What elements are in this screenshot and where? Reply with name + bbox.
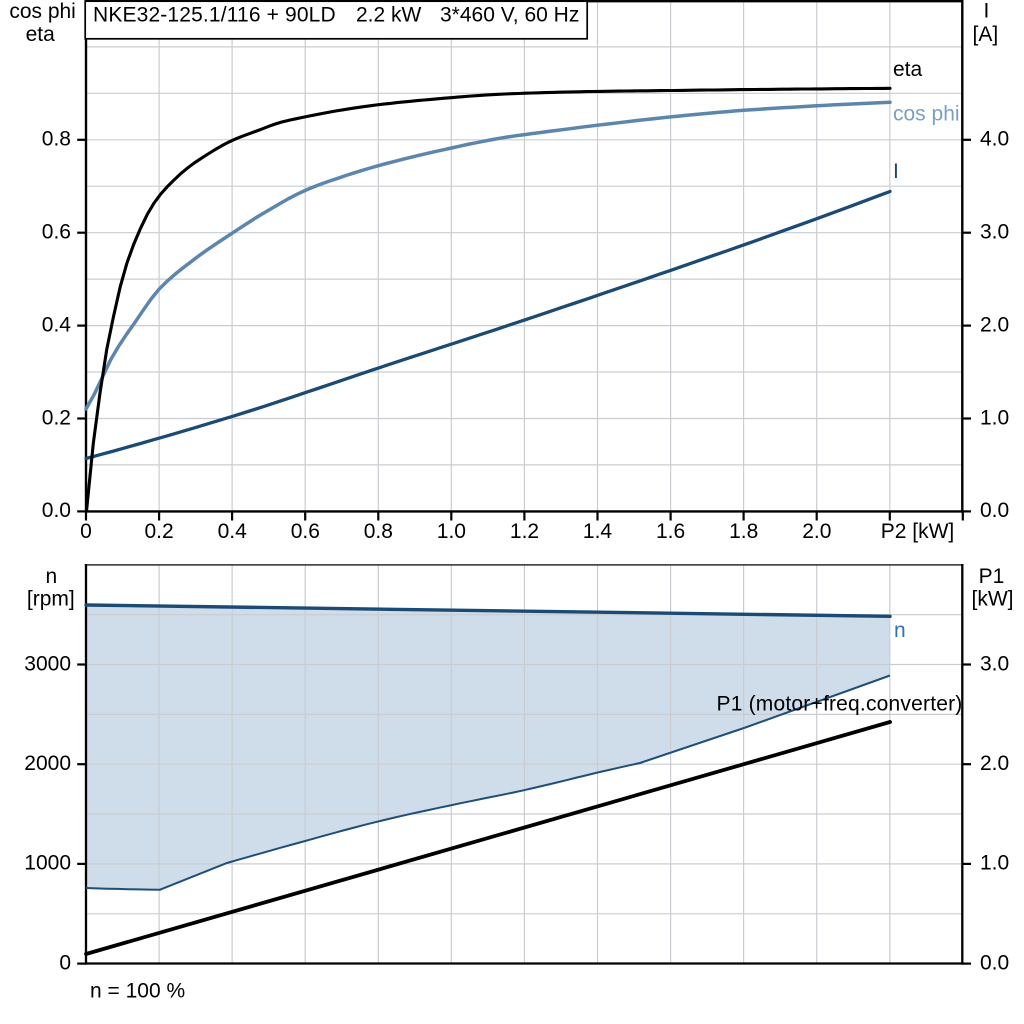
svg-text:3.0: 3.0 — [980, 652, 1009, 675]
svg-text:eta: eta — [26, 23, 56, 46]
svg-text:0.4: 0.4 — [218, 520, 248, 543]
svg-text:I: I — [983, 0, 989, 23]
svg-text:cos phi: cos phi — [893, 103, 960, 126]
svg-text:cos phi: cos phi — [9, 0, 76, 23]
svg-text:1.0: 1.0 — [437, 520, 466, 543]
svg-text:n = 100 %: n = 100 % — [90, 980, 185, 1003]
svg-text:3000: 3000 — [24, 652, 71, 675]
svg-text:3.0: 3.0 — [980, 221, 1009, 244]
svg-text:1000: 1000 — [24, 852, 71, 875]
svg-text:1.0: 1.0 — [980, 852, 1009, 875]
svg-text:2.0: 2.0 — [980, 313, 1009, 336]
svg-text:1.0: 1.0 — [980, 406, 1009, 429]
svg-text:0.2: 0.2 — [42, 406, 71, 429]
svg-text:0.2: 0.2 — [144, 520, 173, 543]
svg-text:0.6: 0.6 — [291, 520, 320, 543]
svg-text:2000: 2000 — [24, 752, 71, 775]
svg-text:2.2 kW: 2.2 kW — [356, 3, 422, 26]
svg-text:0: 0 — [59, 951, 71, 974]
svg-text:0.8: 0.8 — [42, 128, 71, 151]
svg-text:eta: eta — [893, 58, 923, 81]
svg-text:0.0: 0.0 — [980, 499, 1009, 522]
svg-text:0.8: 0.8 — [364, 520, 393, 543]
svg-text:P2 [kW]: P2 [kW] — [881, 520, 955, 543]
svg-text:1.2: 1.2 — [510, 520, 539, 543]
svg-text:2.0: 2.0 — [980, 752, 1009, 775]
svg-text:0.4: 0.4 — [42, 313, 72, 336]
svg-text:n: n — [45, 565, 57, 588]
svg-text:0.0: 0.0 — [980, 951, 1009, 974]
svg-text:NKE32-125.1/116 + 90LD: NKE32-125.1/116 + 90LD — [93, 3, 336, 26]
svg-text:P1: P1 — [979, 565, 1005, 588]
svg-text:[A]: [A] — [973, 23, 999, 46]
svg-text:[kW]: [kW] — [972, 588, 1014, 611]
svg-text:[rpm]: [rpm] — [27, 588, 75, 611]
svg-text:1.8: 1.8 — [729, 520, 758, 543]
svg-text:0.6: 0.6 — [42, 221, 71, 244]
svg-text:I: I — [893, 160, 899, 183]
svg-text:4.0: 4.0 — [980, 128, 1009, 151]
svg-text:3*460 V, 60 Hz: 3*460 V, 60 Hz — [440, 3, 579, 26]
svg-text:1.4: 1.4 — [583, 520, 613, 543]
svg-text:1.6: 1.6 — [656, 520, 685, 543]
svg-text:P1 (motor+freq.converter): P1 (motor+freq.converter) — [716, 693, 962, 716]
svg-text:n: n — [894, 619, 906, 642]
svg-text:0: 0 — [80, 520, 92, 543]
svg-text:2.0: 2.0 — [802, 520, 831, 543]
svg-text:0.0: 0.0 — [42, 499, 71, 522]
